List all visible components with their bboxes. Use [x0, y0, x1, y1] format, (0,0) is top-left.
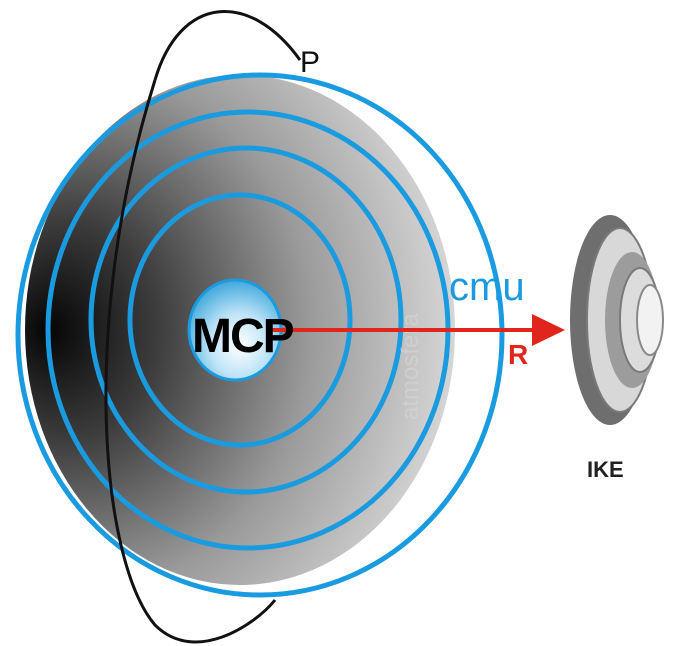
r-arrow-head — [532, 314, 565, 346]
p-label: P — [300, 46, 320, 79]
blue-ring-1 — [127, 192, 353, 448]
r-label: R — [508, 339, 528, 370]
ike-label: IKE — [587, 457, 624, 482]
outer-blue-ring — [15, 72, 505, 598]
orbit-p-back — [153, 10, 302, 81]
cmu-label: cmu — [449, 265, 525, 309]
ike-object — [570, 215, 664, 425]
mcp-label: MCP — [192, 310, 294, 363]
blue-ring-2 — [88, 145, 404, 495]
orbit-p-front — [104, 79, 277, 644]
